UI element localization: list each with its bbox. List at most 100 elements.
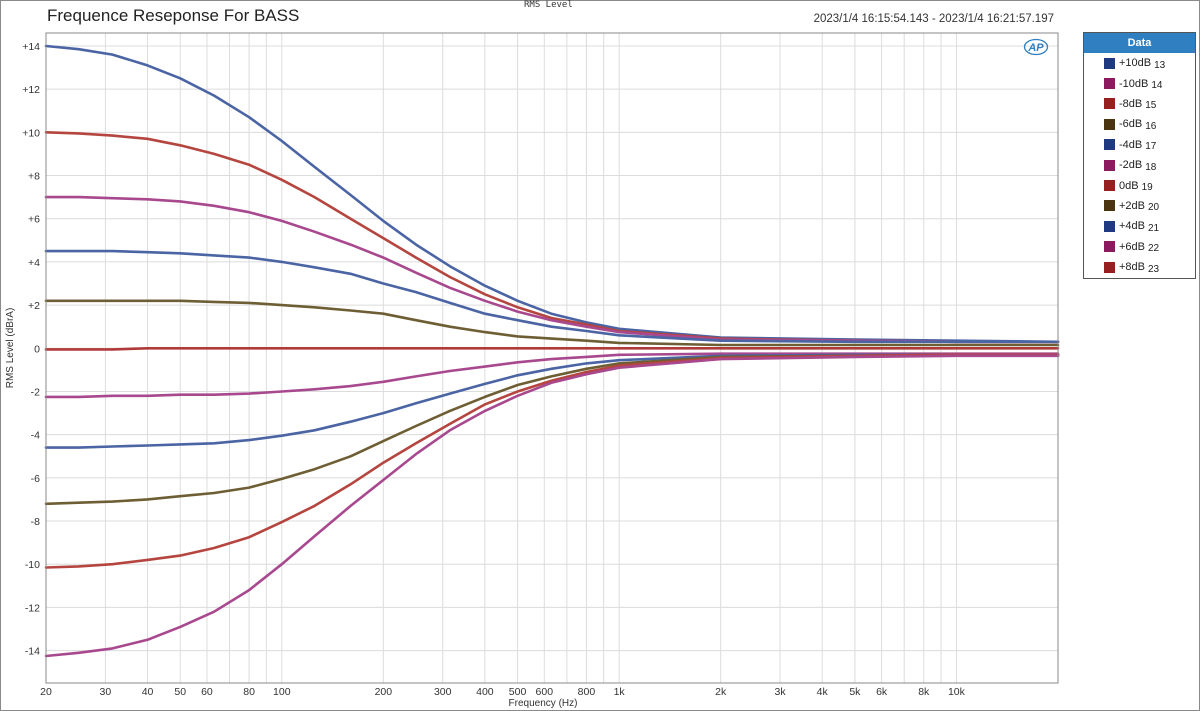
legend-swatch — [1104, 139, 1115, 151]
x-tick-label: 50 — [174, 686, 186, 698]
legend-swatch — [1104, 159, 1115, 171]
x-tick-label: 500 — [509, 686, 527, 698]
legend-number: 15 — [1145, 100, 1157, 112]
legend-item[interactable]: +6dB 22 — [1084, 237, 1195, 257]
ap-logo-icon: AP — [1023, 38, 1049, 56]
series-line-plus10dB — [44, 44, 1060, 344]
x-tick-label: 400 — [476, 686, 494, 698]
legend: Data +10dB 13 -10dB 14 -8dB 15 -6dB 16 -4dB 17 -2d… — [1083, 32, 1196, 279]
x-tick-label: 300 — [434, 686, 452, 698]
legend-label: +6dB — [1119, 240, 1145, 253]
legend-item[interactable]: +10dB 13 — [1084, 53, 1195, 73]
x-tick-label: 800 — [578, 686, 596, 698]
legend-label: 0dB — [1119, 179, 1139, 192]
legend-label: -10dB — [1119, 77, 1149, 90]
legend-label: +4dB — [1119, 220, 1145, 233]
x-tick-label: 80 — [243, 686, 255, 698]
legend-label: -8dB — [1119, 97, 1143, 110]
series-line-plus8dB — [44, 131, 1060, 344]
y-tick-label: -6 — [31, 473, 40, 485]
series-line-minus2dB — [44, 352, 1060, 399]
legend-header: Data — [1084, 33, 1195, 53]
legend-number: 23 — [1148, 263, 1160, 275]
y-tick-label: -10 — [25, 559, 40, 571]
ticks: +14 +12 +10 +8 +6 +4 +2 0 -2 -4 -6 -8 -10 -12 -14 20 30 4… — [22, 41, 965, 698]
svg-text:AP: AP — [1027, 42, 1044, 54]
legend-number: 21 — [1148, 222, 1160, 234]
y-tick-label: 0 — [34, 343, 40, 355]
legend-number: 13 — [1154, 59, 1166, 71]
series-line-minus10dB — [44, 354, 1060, 658]
series-line-plus2dB — [44, 299, 1060, 347]
x-tick-label: 2k — [715, 686, 727, 698]
legend-label: +10dB — [1119, 57, 1152, 70]
plot-border — [45, 32, 1059, 684]
legend-number: 17 — [1145, 141, 1157, 153]
y-tick-label: -12 — [25, 602, 40, 614]
legend-item[interactable]: -6dB 16 — [1084, 114, 1195, 134]
legend-item[interactable]: +2dB 20 — [1084, 196, 1195, 216]
timestamp: 2023/1/4 16:15:54.143 - 2023/1/4 16:21:5… — [813, 13, 1054, 25]
legend-swatch — [1104, 98, 1115, 110]
x-tick-label: 200 — [375, 686, 393, 698]
x-tick-label: 40 — [142, 686, 154, 698]
y-tick-label: +6 — [28, 214, 40, 226]
legend-number: 16 — [1145, 120, 1157, 132]
legend-number: 20 — [1148, 202, 1160, 214]
y-tick-label: +2 — [28, 300, 40, 312]
legend-item[interactable]: -8dB 15 — [1084, 94, 1195, 114]
series-line-plus4dB — [44, 249, 1060, 344]
legend-item[interactable]: -2dB 18 — [1084, 155, 1195, 175]
y-tick-label: +8 — [28, 171, 40, 183]
x-tick-label: 6k — [876, 686, 888, 698]
series-group — [44, 44, 1060, 658]
legend-label: +2dB — [1119, 199, 1145, 212]
legend-item[interactable]: -10dB 14 — [1084, 73, 1195, 93]
series-line-minus6dB — [44, 353, 1060, 506]
legend-number: 18 — [1145, 161, 1157, 173]
legend-swatch — [1104, 220, 1115, 232]
legend-item[interactable]: +4dB 21 — [1084, 216, 1195, 236]
y-tick-label: +14 — [22, 41, 40, 53]
legend-swatch — [1104, 57, 1115, 69]
legend-swatch — [1104, 118, 1115, 130]
y-tick-label: -4 — [31, 430, 40, 442]
legend-swatch — [1104, 78, 1115, 90]
y-tick-label: -2 — [31, 386, 40, 398]
chart-title: Frequence Reseponse For BASS — [47, 6, 300, 25]
x-tick-label: 8k — [918, 686, 930, 698]
legend-swatch — [1104, 241, 1115, 253]
legend-label: -6dB — [1119, 118, 1143, 131]
legend-label: +8dB — [1119, 261, 1145, 274]
series-line-plus6dB — [44, 195, 1060, 344]
legend-item[interactable]: -4dB 17 — [1084, 135, 1195, 155]
x-tick-label: 100 — [273, 686, 291, 698]
y-tick-label: +10 — [22, 127, 40, 139]
x-tick-label: 1k — [614, 686, 626, 698]
series-line-minus8dB — [44, 353, 1060, 569]
x-tick-label: 5k — [849, 686, 861, 698]
x-tick-label: 3k — [775, 686, 787, 698]
legend-label: -4dB — [1119, 138, 1143, 151]
x-tick-label: 4k — [817, 686, 829, 698]
top-label: RMS Level — [524, 0, 573, 10]
x-tick-label: 60 — [201, 686, 213, 698]
legend-number: 14 — [1151, 80, 1163, 92]
legend-number: 22 — [1148, 243, 1160, 255]
y-tick-label: +12 — [22, 84, 40, 96]
y-tick-label: -14 — [25, 646, 40, 658]
x-tick-label: 20 — [40, 686, 52, 698]
x-tick-label: 10k — [948, 686, 966, 698]
legend-swatch — [1104, 261, 1115, 273]
x-tick-label: 30 — [100, 686, 112, 698]
y-tick-label: -8 — [31, 516, 40, 528]
legend-item[interactable]: 0dB 19 — [1084, 175, 1195, 195]
series-line-0dB — [44, 346, 1060, 351]
y-tick-label: +4 — [28, 257, 40, 269]
legend-number: 19 — [1141, 182, 1153, 194]
x-tick-label: 600 — [536, 686, 554, 698]
legend-item[interactable]: +8dB 23 — [1084, 257, 1195, 277]
series-line-minus4dB — [44, 353, 1060, 449]
y-axis-label: RMS Level (dBrA) — [5, 308, 16, 389]
